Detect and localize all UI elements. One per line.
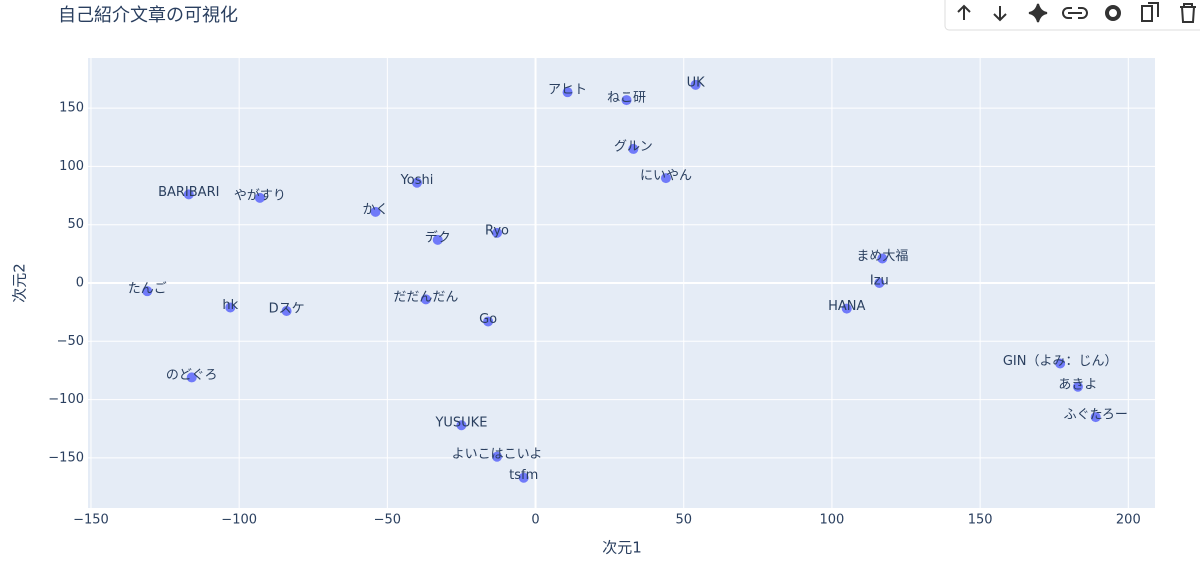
point	[370, 206, 381, 217]
point-label: tsfm	[509, 468, 538, 483]
modebar-bg	[944, 0, 1200, 31]
point-label: Go	[479, 312, 497, 327]
point	[1055, 358, 1066, 369]
point	[456, 420, 467, 431]
point-label: アヒト	[548, 83, 587, 98]
toolbar-icons[interactable]	[957, 2, 1196, 23]
x-tick-label: 0	[531, 513, 539, 528]
point	[186, 372, 197, 383]
chart-title: 自己紹介文章の可視化	[58, 5, 238, 26]
y-tick-label: −150	[48, 450, 84, 465]
x-tick-label: 100	[820, 513, 845, 528]
x-tick-label: 50	[675, 513, 692, 528]
point-label: GIN（よみ：じん）	[1003, 354, 1118, 369]
point-label: hk	[222, 298, 238, 313]
x-tick-label: −150	[73, 513, 109, 528]
point-label: やがすり	[234, 188, 286, 203]
point-label: にいやん	[640, 169, 692, 184]
point-label: Dスケ	[269, 301, 305, 316]
y-tick-label: 150	[59, 101, 84, 116]
point-label: YUSUKE	[434, 416, 487, 431]
point-label: のどぐろ	[166, 368, 218, 383]
x-tick-label: 150	[968, 513, 993, 528]
point	[1072, 381, 1083, 392]
point	[621, 95, 632, 106]
point-label: UK	[687, 75, 706, 90]
point	[420, 294, 431, 305]
point	[562, 87, 573, 98]
point	[841, 303, 852, 314]
point-label: よいこはこいよ	[452, 447, 543, 462]
point-label: Yoshi	[400, 173, 434, 188]
point	[411, 177, 422, 188]
point-label: BARIBARI	[158, 185, 219, 200]
point-label: まめ大福	[856, 249, 908, 264]
point-label: たんご	[128, 281, 167, 297]
y-axis-title: 次元2	[11, 263, 29, 303]
point	[874, 278, 885, 288]
point	[142, 286, 153, 297]
point	[483, 316, 494, 327]
point	[690, 79, 701, 90]
point	[518, 472, 529, 483]
point	[1090, 412, 1101, 423]
y-tick-label: 0	[76, 276, 84, 291]
point	[492, 451, 503, 462]
point	[432, 234, 443, 245]
point	[492, 227, 503, 238]
x-tick-label: −100	[221, 513, 257, 528]
point-label: Izu	[870, 274, 889, 289]
point-label: Ryo	[485, 223, 509, 238]
x-tick-label: −50	[374, 513, 401, 528]
point	[254, 192, 265, 203]
y-tick-label: 50	[67, 217, 84, 232]
point-label: ねこ研	[607, 91, 646, 106]
point	[877, 253, 888, 264]
point-label: HANA	[828, 299, 865, 314]
point-label: あきよ	[1058, 377, 1097, 392]
x-axis-title: 次元1	[602, 539, 642, 557]
point	[281, 305, 292, 316]
modebar	[944, 0, 1200, 31]
point-label: かく	[362, 202, 388, 217]
point	[660, 173, 671, 184]
point-label: グルン	[614, 139, 653, 154]
point	[628, 143, 639, 154]
point	[225, 302, 236, 313]
point	[183, 189, 194, 200]
y-tick-label: −50	[57, 334, 84, 349]
y-tick-label: 100	[59, 159, 84, 174]
point-label: だだんだん	[393, 290, 458, 305]
y-tick-label: −100	[48, 392, 84, 407]
point-label: ふぐたろー	[1064, 408, 1128, 423]
x-tick-label: 200	[1116, 513, 1141, 528]
point-label: デク	[425, 229, 451, 245]
